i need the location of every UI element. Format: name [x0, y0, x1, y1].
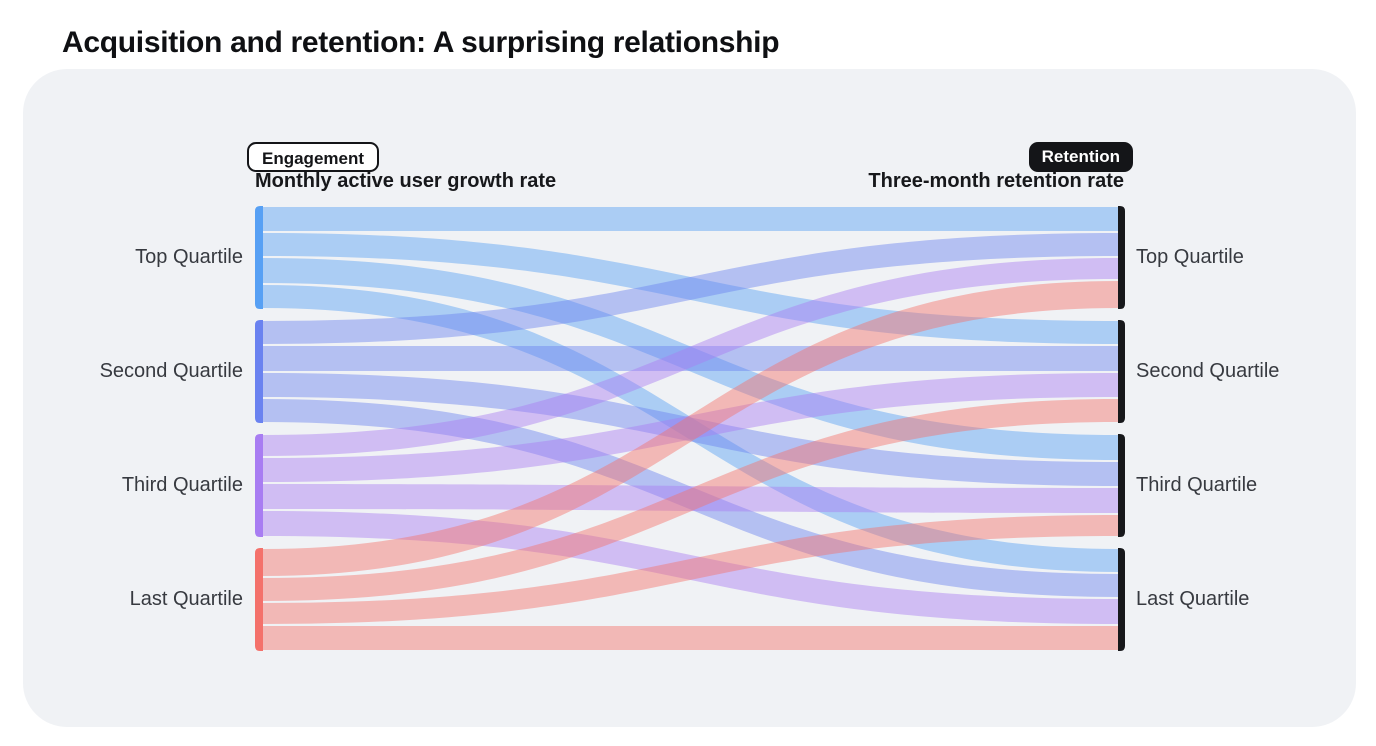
right-axis-subtitle: Three-month retention rate — [868, 170, 1124, 192]
sankey-flow — [263, 373, 1118, 486]
sankey-right-node-bar — [1118, 320, 1125, 423]
sankey-diagram — [255, 206, 1125, 651]
sankey-flow — [263, 258, 1118, 456]
sankey-flow — [263, 233, 1118, 344]
retention-badge: Retention — [1028, 142, 1133, 172]
page-title: Acquisition and retention: A surprising … — [62, 26, 780, 60]
chart-card — [23, 69, 1356, 727]
right-node-label-last-quartile: Last Quartile — [1136, 588, 1250, 610]
engagement-badge: Engagement — [247, 142, 380, 172]
sankey-left-node-bar — [255, 548, 263, 651]
left-node-label-second-quartile: Second Quartile — [99, 360, 243, 382]
sankey-flow — [263, 233, 1118, 344]
sankey-flow — [263, 399, 1118, 601]
sankey-left-node-bar — [255, 206, 263, 309]
sankey-flow — [263, 285, 1118, 572]
left-node-label-third-quartile: Third Quartile — [121, 474, 243, 496]
sankey-flow — [263, 207, 1118, 231]
left-node-label-last-quartile: Last Quartile — [129, 588, 243, 610]
sankey-left-node-bar — [255, 434, 263, 537]
left-axis-subtitle: Monthly active user growth rate — [255, 170, 557, 192]
sankey-flow — [263, 346, 1118, 371]
sankey-right-node-bar — [1118, 548, 1125, 651]
left-node-label-top-quartile: Top Quartile — [135, 246, 243, 268]
right-node-label-third-quartile: Third Quartile — [1136, 474, 1258, 496]
sankey-left-node-bar — [255, 320, 263, 423]
sankey-flow — [263, 258, 1118, 460]
right-node-label-second-quartile: Second Quartile — [1136, 360, 1280, 382]
sankey-flow — [263, 515, 1118, 624]
sankey-right-node-bar — [1118, 206, 1125, 309]
right-node-label-top-quartile: Top Quartile — [1136, 246, 1244, 268]
sankey-flow — [263, 511, 1118, 624]
sankey-flow — [263, 626, 1118, 650]
sankey-flow — [263, 484, 1118, 513]
sankey-flow — [263, 373, 1118, 482]
sankey-flow — [263, 399, 1118, 597]
sankey-right-node-bar — [1118, 434, 1125, 537]
sankey-flow — [263, 281, 1118, 576]
